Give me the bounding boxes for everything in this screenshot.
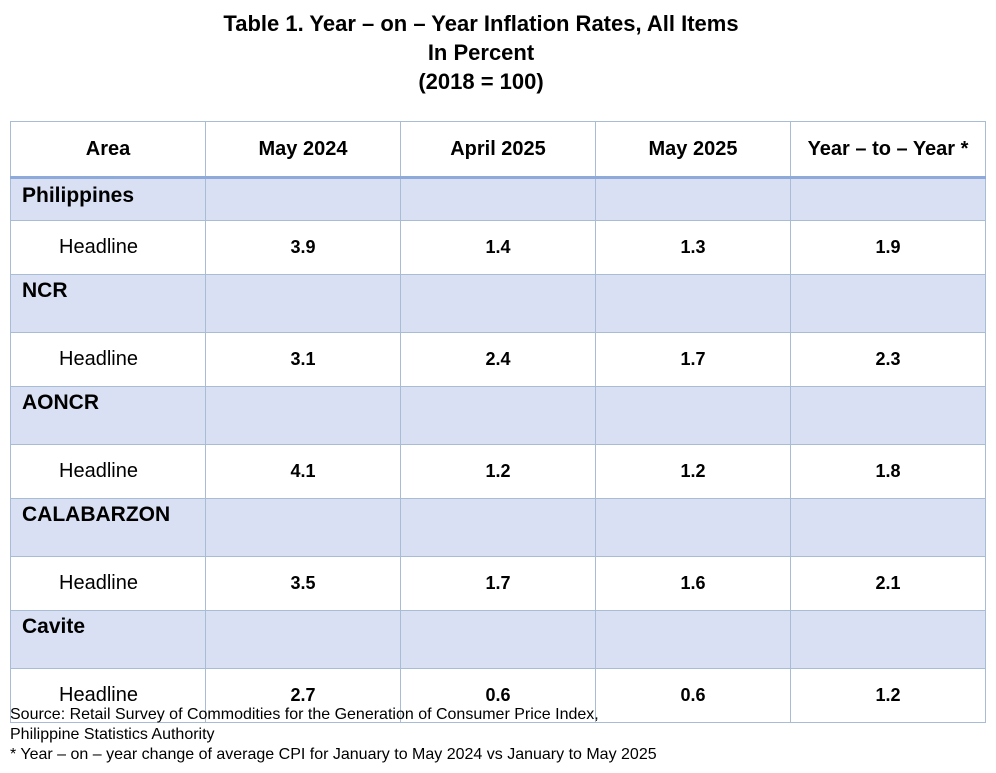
group-name: Cavite bbox=[10, 610, 206, 669]
inflation-table: Area May 2024 April 2025 May 2025 Year –… bbox=[10, 121, 986, 723]
empty-cell bbox=[595, 274, 791, 333]
value-may-2025: 0.6 bbox=[595, 668, 791, 723]
footnote: * Year – on – year change of average CPI… bbox=[10, 746, 657, 763]
empty-cell bbox=[790, 177, 986, 221]
table-row: Headline 2.7 0.6 0.6 1.2 bbox=[10, 668, 986, 723]
group-name: AONCR bbox=[10, 386, 206, 445]
group-row-cavite: Cavite bbox=[10, 610, 986, 669]
empty-cell bbox=[595, 177, 791, 221]
value-april-2025: 1.7 bbox=[400, 556, 596, 611]
value-year-to-year: 1.2 bbox=[790, 668, 986, 723]
empty-cell bbox=[205, 274, 401, 333]
value-may-2024: 3.5 bbox=[205, 556, 401, 611]
item-name: Headline bbox=[10, 332, 206, 387]
title-line-2: In Percent bbox=[427, 40, 535, 65]
value-april-2025: 1.2 bbox=[400, 444, 596, 499]
empty-cell bbox=[595, 498, 791, 557]
empty-cell bbox=[790, 386, 986, 445]
item-name: Headline bbox=[10, 444, 206, 499]
table-row: Headline 3.5 1.7 1.6 2.1 bbox=[10, 556, 986, 611]
table-row: Headline 3.9 1.4 1.3 1.9 bbox=[10, 220, 986, 275]
group-name: CALABARZON bbox=[10, 498, 206, 557]
empty-cell bbox=[205, 177, 401, 221]
source-line-1: Source: Retail Survey of Commodities for… bbox=[10, 706, 599, 723]
value-year-to-year: 1.8 bbox=[790, 444, 986, 499]
value-april-2025: 0.6 bbox=[400, 668, 596, 723]
empty-cell bbox=[595, 386, 791, 445]
title-line-1: Table 1. Year – on – Year Inflation Rate… bbox=[223, 11, 739, 36]
group-row-philippines: Philippines bbox=[10, 177, 986, 221]
value-may-2025: 1.2 bbox=[595, 444, 791, 499]
empty-cell bbox=[400, 386, 596, 445]
group-row-ncr: NCR bbox=[10, 274, 986, 333]
header-area: Area bbox=[10, 121, 206, 179]
table-title: Table 1. Year – on – Year Inflation Rate… bbox=[0, 9, 962, 96]
empty-cell bbox=[400, 274, 596, 333]
source-line-2: Philippine Statistics Authority bbox=[10, 726, 215, 743]
header-year-to-year: Year – to – Year * bbox=[790, 121, 986, 179]
value-year-to-year: 1.9 bbox=[790, 220, 986, 275]
table-row: Headline 3.1 2.4 1.7 2.3 bbox=[10, 332, 986, 387]
header-april-2025: April 2025 bbox=[400, 121, 596, 179]
item-name: Headline bbox=[10, 220, 206, 275]
header-row: Area May 2024 April 2025 May 2025 Year –… bbox=[10, 121, 986, 179]
item-name: Headline bbox=[10, 556, 206, 611]
value-year-to-year: 2.3 bbox=[790, 332, 986, 387]
empty-cell bbox=[400, 610, 596, 669]
group-name: Philippines bbox=[10, 177, 206, 221]
value-may-2024: 3.1 bbox=[205, 332, 401, 387]
value-may-2025: 1.3 bbox=[595, 220, 791, 275]
group-row-calabarzon: CALABARZON bbox=[10, 498, 986, 557]
header-may-2025: May 2025 bbox=[595, 121, 791, 179]
group-name: NCR bbox=[10, 274, 206, 333]
empty-cell bbox=[205, 498, 401, 557]
table-notes: Source: Retail Survey of Commodities for… bbox=[10, 705, 657, 765]
header-may-2024: May 2024 bbox=[205, 121, 401, 179]
empty-cell bbox=[205, 386, 401, 445]
empty-cell bbox=[790, 498, 986, 557]
empty-cell bbox=[790, 610, 986, 669]
group-row-aoncr: AONCR bbox=[10, 386, 986, 445]
empty-cell bbox=[400, 498, 596, 557]
value-may-2025: 1.7 bbox=[595, 332, 791, 387]
value-may-2024: 3.9 bbox=[205, 220, 401, 275]
empty-cell bbox=[790, 274, 986, 333]
value-year-to-year: 2.1 bbox=[790, 556, 986, 611]
item-name: Headline bbox=[10, 668, 206, 723]
empty-cell bbox=[400, 177, 596, 221]
empty-cell bbox=[205, 610, 401, 669]
empty-cell bbox=[595, 610, 791, 669]
value-may-2024: 4.1 bbox=[205, 444, 401, 499]
value-april-2025: 1.4 bbox=[400, 220, 596, 275]
table-row: Headline 4.1 1.2 1.2 1.8 bbox=[10, 444, 986, 499]
value-april-2025: 2.4 bbox=[400, 332, 596, 387]
title-line-3: (2018 = 100) bbox=[418, 69, 544, 94]
value-may-2025: 1.6 bbox=[595, 556, 791, 611]
